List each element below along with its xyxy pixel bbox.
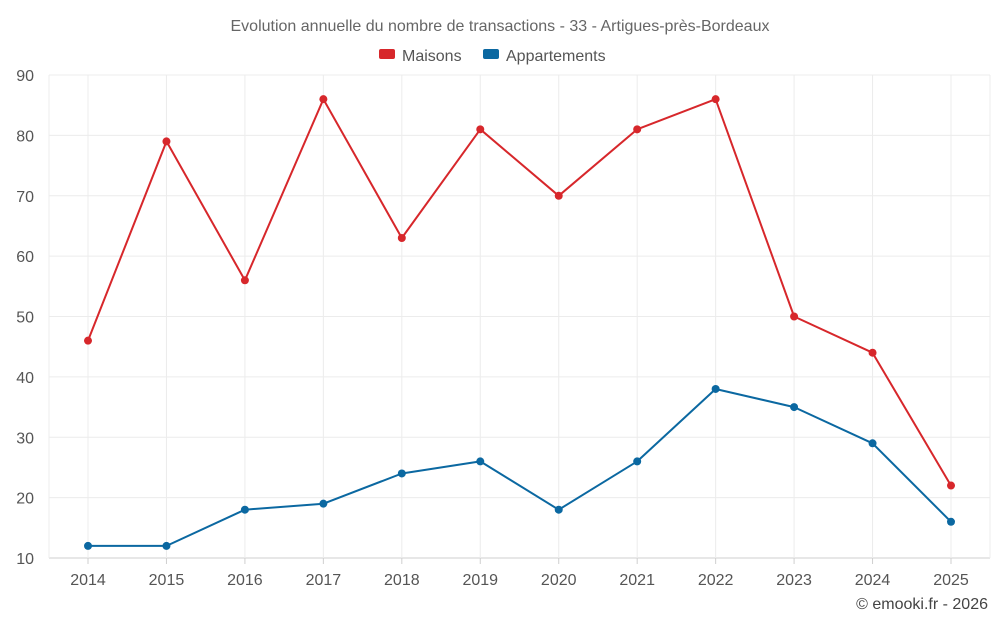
y-tick-label: 30	[16, 430, 34, 447]
data-point-maisons-2019[interactable]	[476, 125, 485, 134]
y-tick-label: 60	[16, 249, 34, 266]
x-tick-label: 2017	[306, 572, 342, 589]
data-point-appartements-2025[interactable]	[947, 517, 955, 526]
legend-label-appartements[interactable]: Appartements	[506, 48, 606, 65]
data-point-maisons-2025[interactable]	[947, 481, 955, 490]
series-group	[84, 95, 955, 550]
x-tick-label: 2019	[462, 572, 498, 589]
data-point-appartements-2016[interactable]	[240, 505, 249, 514]
x-tick-label: 2015	[149, 572, 185, 589]
data-point-maisons-2020[interactable]	[554, 191, 563, 200]
y-tick-label: 50	[16, 310, 34, 327]
data-point-appartements-2022[interactable]	[711, 384, 720, 393]
y-tick-label: 70	[16, 189, 34, 206]
x-tick-label: 2023	[776, 572, 812, 589]
y-tick-label: 80	[16, 128, 34, 145]
legend-swatch-appartements	[483, 49, 499, 59]
data-point-maisons-2018[interactable]	[397, 234, 406, 243]
data-point-appartements-2017[interactable]	[319, 499, 328, 508]
x-axis: 2014 2015 2016 2017 2018 2019 2020 2021 2022 2023…	[70, 558, 969, 589]
grid	[48, 74, 991, 559]
y-tick-label: 20	[16, 491, 34, 508]
data-point-maisons-2016[interactable]	[240, 276, 249, 285]
x-tick-label: 2021	[619, 572, 655, 589]
y-tick-label: 40	[16, 370, 34, 387]
series-line-maisons	[87, 98, 952, 487]
x-tick-label: 2014	[70, 572, 106, 589]
data-point-appartements-2024[interactable]	[868, 439, 877, 448]
x-tick-label: 2022	[698, 572, 734, 589]
data-point-maisons-2021[interactable]	[633, 125, 642, 134]
data-point-maisons-2022[interactable]	[711, 95, 720, 104]
data-point-appartements-2014[interactable]	[84, 541, 92, 550]
x-tick-label: 2016	[227, 572, 263, 589]
y-axis: 10 20 30 40 50 60 70 80 90	[16, 68, 34, 568]
chart-title: Evolution annuelle du nombre de transact…	[231, 18, 770, 35]
legend: Maisons Appartements	[379, 48, 606, 65]
data-point-appartements-2020[interactable]	[554, 505, 563, 514]
y-tick-label: 90	[16, 68, 34, 85]
data-point-maisons-2014[interactable]	[84, 336, 92, 345]
x-tick-label: 2018	[384, 572, 420, 589]
legend-swatch-maisons	[379, 49, 395, 59]
series-line-appartements	[88, 388, 952, 547]
x-tick-label: 2024	[855, 572, 891, 589]
data-point-maisons-2023[interactable]	[790, 312, 799, 321]
data-point-maisons-2024[interactable]	[868, 348, 877, 357]
x-tick-label: 2025	[933, 572, 969, 589]
data-point-appartements-2021[interactable]	[633, 457, 642, 466]
y-tick-label: 10	[16, 551, 34, 568]
credit-text: © emooki.fr - 2026	[856, 596, 988, 613]
data-point-appartements-2018[interactable]	[397, 469, 406, 478]
data-point-maisons-2015[interactable]	[162, 137, 171, 146]
data-point-appartements-2019[interactable]	[476, 457, 485, 466]
data-point-appartements-2015[interactable]	[162, 541, 171, 550]
data-point-appartements-2023[interactable]	[790, 403, 799, 412]
legend-label-maisons[interactable]: Maisons	[402, 48, 462, 65]
x-tick-label: 2020	[541, 572, 577, 589]
data-point-maisons-2017[interactable]	[319, 95, 328, 104]
